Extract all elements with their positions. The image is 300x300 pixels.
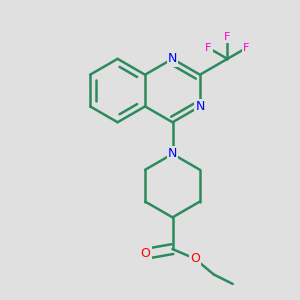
Text: O: O [141, 247, 151, 260]
Text: F: F [206, 43, 212, 53]
Text: O: O [190, 252, 200, 265]
Text: F: F [243, 43, 250, 53]
Text: F: F [224, 32, 231, 42]
Text: N: N [168, 148, 177, 160]
Text: N: N [195, 100, 205, 113]
Text: N: N [168, 52, 177, 65]
